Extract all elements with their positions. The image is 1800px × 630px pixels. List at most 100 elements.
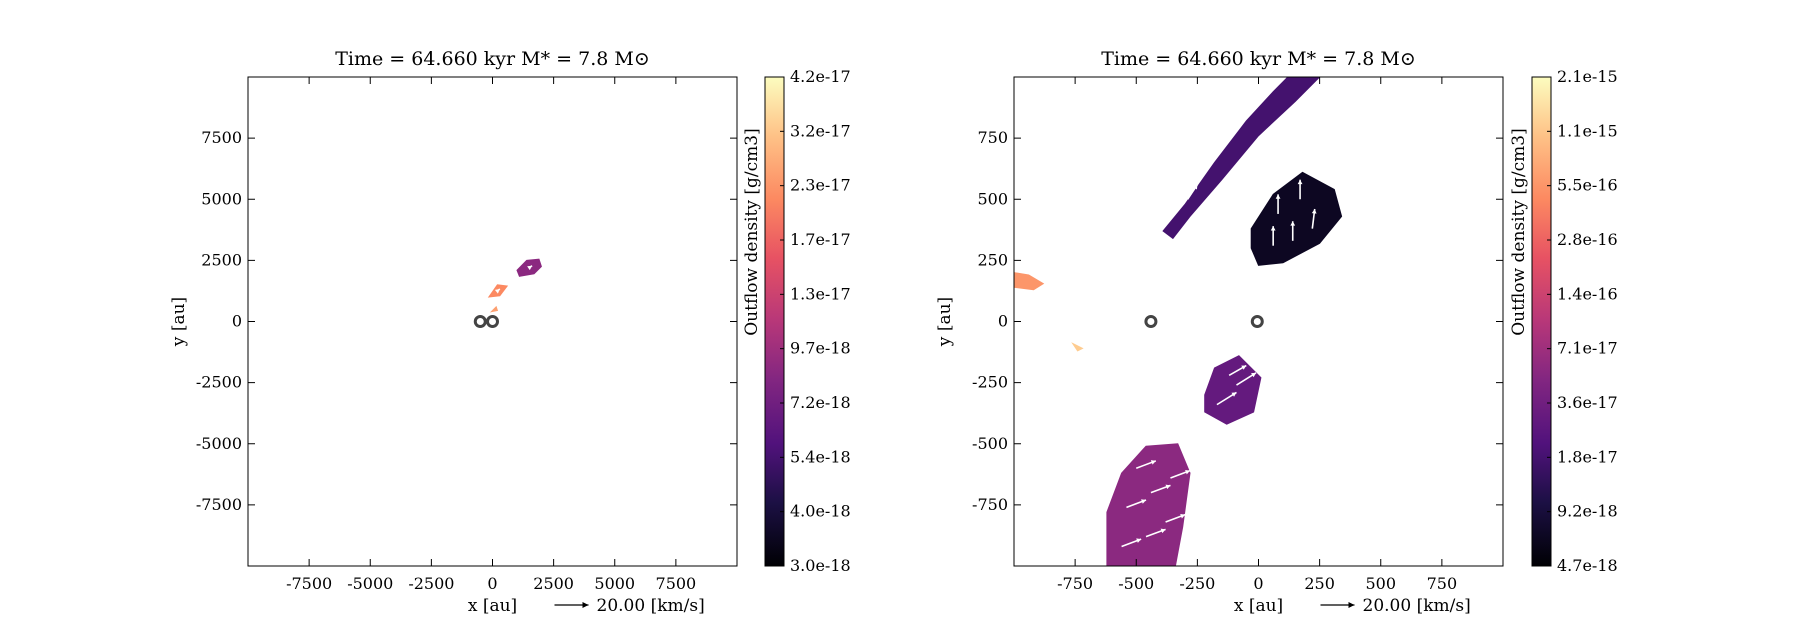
x-tick-label: -500 bbox=[1118, 574, 1154, 593]
x-axis-label: x [au] bbox=[468, 596, 517, 616]
y-tick-label: 0 bbox=[232, 312, 242, 331]
x-tick-label: -7500 bbox=[286, 574, 332, 593]
velocity-arrow-head bbox=[1160, 528, 1166, 534]
x-tick-label: -250 bbox=[1179, 574, 1215, 593]
colorbar-tick-label: 1.4e-16 bbox=[1557, 284, 1618, 303]
outflow-region bbox=[1162, 77, 1321, 240]
x-tick-label: 5000 bbox=[594, 574, 635, 593]
velocity-arrow-head bbox=[1231, 392, 1237, 397]
y-tick-label: -2500 bbox=[196, 373, 242, 392]
outflow-region bbox=[1014, 272, 1045, 291]
colorbar bbox=[764, 76, 785, 567]
outflow-region bbox=[1204, 355, 1262, 425]
y-tick-label: 7500 bbox=[201, 128, 242, 147]
colorbar-tick-label: 2.3e-17 bbox=[790, 176, 851, 195]
colorbar-tick-label: 5.4e-18 bbox=[790, 447, 851, 466]
plot-frame bbox=[1013, 76, 1504, 567]
colorbar-tick-label: 9.7e-18 bbox=[790, 339, 851, 358]
colorbar bbox=[1531, 76, 1552, 567]
colorbar-tick-label: 4.7e-18 bbox=[1557, 556, 1618, 575]
velocity-arrow-head bbox=[1185, 469, 1191, 475]
quiver-key-label: 20.00 [km/s] bbox=[1363, 596, 1471, 616]
colorbar-tick-label: 1.3e-17 bbox=[790, 284, 851, 303]
outflow-region bbox=[1106, 443, 1191, 566]
chart-title: Time = 64.660 kyr M* = 7.8 M⊙ bbox=[335, 48, 649, 70]
velocity-arrow-head bbox=[1251, 372, 1257, 378]
velocity-arrow-head bbox=[1141, 499, 1147, 504]
velocity-arrow-head bbox=[1270, 226, 1276, 231]
colorbar-tick-label: 7.1e-17 bbox=[1557, 339, 1618, 358]
plot-area bbox=[473, 258, 542, 328]
velocity-arrow-head bbox=[1180, 513, 1186, 519]
y-axis-label: y [au] bbox=[169, 297, 189, 347]
right-panel: Time = 64.660 kyr M* = 7.8 M⊙ -750 -500 -25… bbox=[935, 48, 1618, 616]
colorbar-tick-label: 2.8e-16 bbox=[1557, 230, 1618, 249]
velocity-arrow-head bbox=[1290, 221, 1296, 226]
colorbar-tick-label: 1.7e-17 bbox=[790, 230, 851, 249]
y-tick-label: -250 bbox=[972, 373, 1008, 392]
velocity-arrow-head bbox=[1275, 194, 1281, 199]
sink-particle bbox=[1144, 315, 1158, 328]
y-tick-label: 2500 bbox=[201, 250, 242, 269]
quiver-key-arrow-head bbox=[582, 602, 589, 608]
colorbar-tick-label: 4.2e-17 bbox=[790, 67, 851, 86]
colorbar-tick-label: 4.0e-18 bbox=[790, 502, 851, 521]
chart-title: Time = 64.660 kyr M* = 7.8 M⊙ bbox=[1101, 48, 1415, 70]
outflow-region bbox=[1071, 342, 1084, 352]
x-tick-label: -2500 bbox=[408, 574, 454, 593]
x-tick-label: 0 bbox=[487, 574, 497, 593]
sink-particle bbox=[486, 315, 499, 328]
outflow-region bbox=[489, 305, 499, 313]
y-tick-label: 5000 bbox=[201, 189, 242, 208]
velocity-arrow-head bbox=[494, 288, 500, 294]
colorbar-tick-label: 1.1e-15 bbox=[1557, 121, 1618, 140]
velocity-arrow-head bbox=[1192, 184, 1198, 190]
velocity-arrow-head bbox=[1254, 99, 1259, 104]
quiver-key-arrow-head bbox=[1348, 602, 1355, 608]
velocity-arrow-head bbox=[1165, 484, 1171, 490]
y-tick-label: 750 bbox=[977, 128, 1008, 147]
velocity-arrow-head bbox=[527, 265, 533, 271]
y-tick-label: 250 bbox=[977, 250, 1008, 269]
colorbar-tick-label: 9.2e-18 bbox=[1557, 502, 1618, 521]
velocity-arrow-head bbox=[1311, 209, 1317, 214]
y-tick-label: -750 bbox=[972, 495, 1008, 514]
y-tick-label: -7500 bbox=[196, 495, 242, 514]
velocity-arrow-head bbox=[1150, 460, 1156, 465]
y-tick-label: -5000 bbox=[196, 434, 242, 453]
plot-frame bbox=[247, 76, 738, 567]
colorbar-label: Outflow density [g/cm3] bbox=[1509, 128, 1529, 335]
x-tick-label: 250 bbox=[1304, 574, 1335, 593]
colorbar-tick-label: 5.5e-16 bbox=[1557, 176, 1618, 195]
colorbar-label: Outflow density [g/cm3] bbox=[742, 128, 762, 335]
colorbar-tick-label: 3.6e-17 bbox=[1557, 393, 1618, 412]
quiver-key-label: 20.00 [km/s] bbox=[597, 596, 705, 616]
y-axis-label: y [au] bbox=[935, 297, 955, 347]
x-tick-label: -5000 bbox=[347, 574, 393, 593]
plot-area bbox=[1014, 77, 1343, 566]
velocity-arrow-head bbox=[1241, 365, 1247, 370]
x-tick-label: 7500 bbox=[656, 574, 697, 593]
x-tick-label: 750 bbox=[1427, 574, 1458, 593]
outflow-region bbox=[1250, 171, 1343, 266]
x-tick-label: 0 bbox=[1253, 574, 1263, 593]
x-tick-label: 500 bbox=[1365, 574, 1396, 593]
y-tick-label: 500 bbox=[977, 189, 1008, 208]
velocity-arrow-head bbox=[1222, 135, 1227, 141]
colorbar-tick-label: 7.2e-18 bbox=[790, 393, 851, 412]
colorbar-tick-label: 2.1e-15 bbox=[1557, 67, 1618, 86]
left-panel: Time = 64.660 kyr M* = 7.8 M⊙-7500 -5000-… bbox=[169, 48, 851, 616]
sink-particle bbox=[473, 315, 487, 328]
y-tick-label: -500 bbox=[972, 434, 1008, 453]
sink-particle bbox=[1250, 315, 1264, 328]
y-tick-label: 0 bbox=[998, 312, 1008, 331]
colorbar-tick-label: 3.0e-18 bbox=[790, 556, 851, 575]
colorbar-tick-label: 1.8e-17 bbox=[1557, 447, 1618, 466]
velocity-arrow-head bbox=[1136, 538, 1142, 543]
colorbar-tick-label: 3.2e-17 bbox=[790, 121, 851, 140]
x-tick-label: 2500 bbox=[533, 574, 574, 593]
x-axis-label: x [au] bbox=[1234, 596, 1283, 616]
x-tick-label: -750 bbox=[1057, 574, 1093, 593]
velocity-arrow-head bbox=[1297, 179, 1303, 185]
